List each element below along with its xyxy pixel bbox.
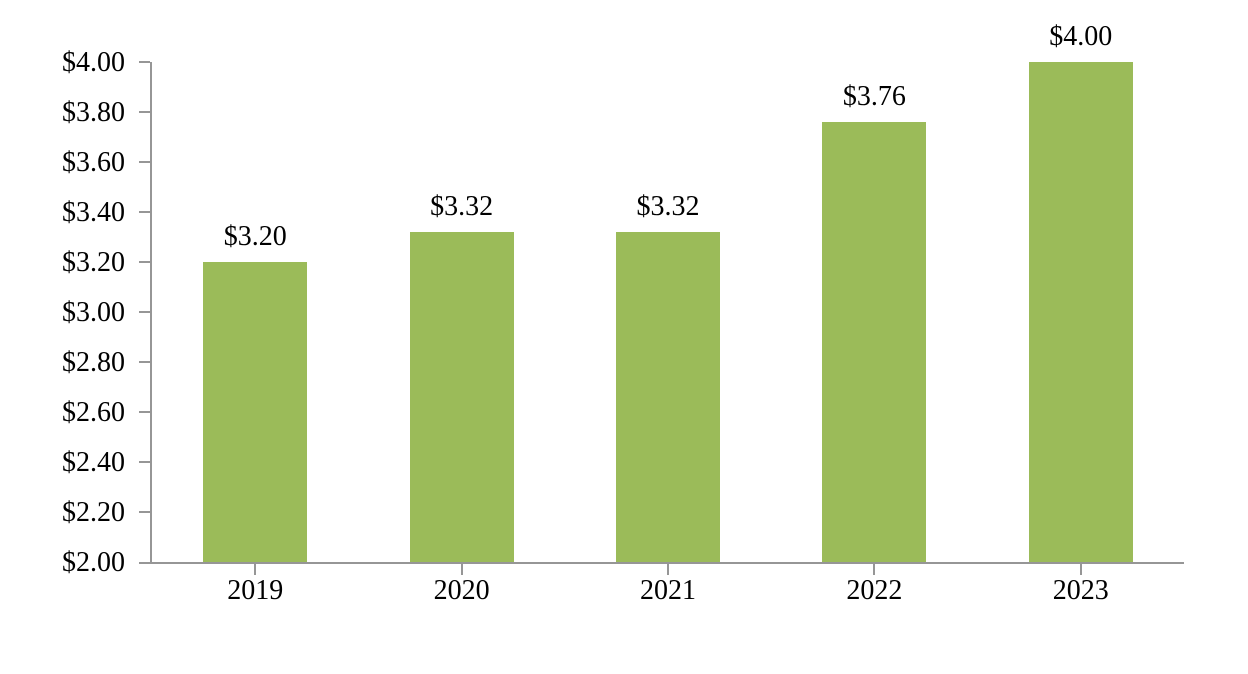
x-axis-tick xyxy=(460,564,463,575)
y-axis-tick-label: $2.60 xyxy=(62,397,125,428)
x-axis-tick-label-2022: 2022 xyxy=(846,575,903,606)
y-axis-tick xyxy=(139,511,150,513)
bar-2020 xyxy=(409,232,514,562)
y-axis-tick xyxy=(139,111,150,113)
x-axis-tick xyxy=(1079,564,1082,575)
x-axis-line xyxy=(139,562,1184,564)
bar-value-label-2022: $3.76 xyxy=(842,81,906,112)
bar-2023 xyxy=(1028,62,1133,562)
y-axis-tick-label: $2.00 xyxy=(62,547,125,578)
y-axis-tick xyxy=(139,61,150,63)
bar-2019 xyxy=(203,262,308,562)
x-axis-tick xyxy=(873,564,876,575)
y-axis-tick xyxy=(139,261,150,263)
bar-value-label-2019: $3.20 xyxy=(223,221,287,252)
y-axis-tick-label: $3.20 xyxy=(62,247,125,278)
x-axis-tick-label-2019: 2019 xyxy=(227,575,284,606)
x-axis-tick xyxy=(667,564,669,575)
x-axis-tick xyxy=(254,564,257,575)
y-axis-tick xyxy=(139,161,150,163)
y-axis-tick-label: $2.80 xyxy=(62,347,125,378)
y-axis-tick-label: $2.20 xyxy=(62,497,125,528)
bar-value-label-2021: $3.32 xyxy=(636,191,700,222)
y-axis-tick xyxy=(139,562,150,564)
bar-2022 xyxy=(822,122,927,562)
y-axis-tick xyxy=(139,411,150,413)
y-axis-tick-label: $3.60 xyxy=(62,147,125,178)
y-axis-tick-label: $3.40 xyxy=(62,197,125,228)
y-axis-tick-label: $3.00 xyxy=(62,297,125,328)
bar-value-label-2020: $3.32 xyxy=(430,191,494,222)
y-axis-tick-label: $4.00 xyxy=(62,47,125,78)
y-axis-tick xyxy=(139,311,150,313)
y-axis-tick-label: $3.80 xyxy=(62,97,125,128)
y-axis-tick xyxy=(139,361,150,363)
y-axis-tick xyxy=(139,461,150,463)
x-axis-tick-label-2021: 2021 xyxy=(640,575,696,606)
y-axis-tick xyxy=(139,211,150,213)
bar-2021 xyxy=(616,232,720,562)
bar-value-label-2023: $4.00 xyxy=(1049,21,1113,52)
x-axis-tick-label-2020: 2020 xyxy=(433,575,490,606)
x-axis-tick-label-2023: 2023 xyxy=(1052,575,1109,606)
y-axis-tick-label: $2.40 xyxy=(62,447,125,478)
y-axis-line xyxy=(150,62,152,564)
